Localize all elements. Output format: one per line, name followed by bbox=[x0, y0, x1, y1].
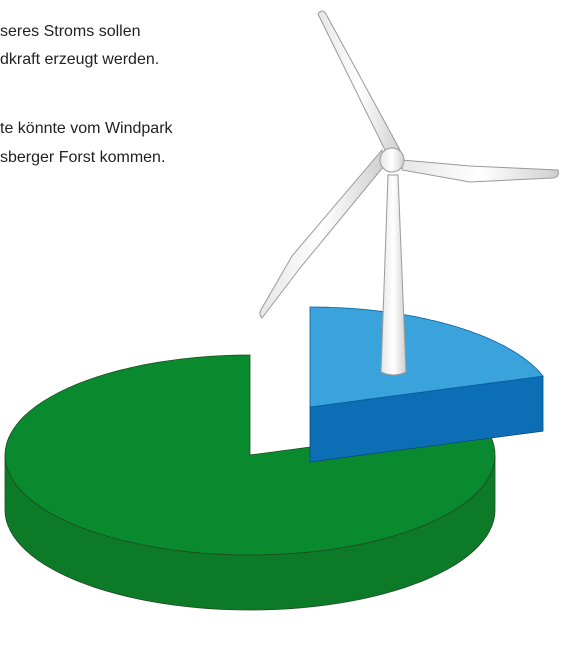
blade bbox=[402, 160, 558, 182]
annotation: seres Stroms sollen bbox=[0, 23, 141, 40]
pie bbox=[5, 307, 543, 610]
annotation: dkraft erzeugt werden. bbox=[0, 51, 159, 68]
annotation: te könnte vom Windpark bbox=[0, 120, 174, 137]
page: seres Stroms sollen dkraft erzeugt werde… bbox=[0, 0, 562, 645]
annotation: sberger Forst kommen. bbox=[0, 149, 165, 166]
chart: seres Stroms sollen dkraft erzeugt werde… bbox=[0, 0, 562, 645]
blade bbox=[260, 150, 384, 318]
hub bbox=[380, 148, 404, 172]
tower bbox=[381, 175, 406, 375]
blade bbox=[318, 11, 400, 152]
